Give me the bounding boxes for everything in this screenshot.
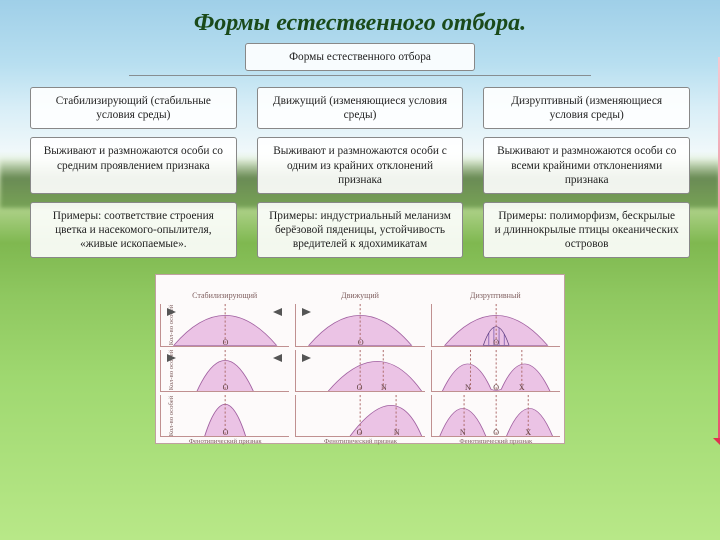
marker-n: N <box>460 428 466 437</box>
survive-box-stabilizing: Выживают и размножаются особи со средним… <box>30 137 237 193</box>
x-axis-label: Фенотипический признак <box>161 438 289 445</box>
chart-cell-r1c2: O <box>295 304 424 346</box>
marker-o: O <box>358 338 364 347</box>
type-box-directional: Движущий (изменяющиеся условия среды) <box>257 87 464 129</box>
marker-o: O <box>357 428 363 437</box>
pressure-arrow-icon <box>273 308 283 316</box>
type-box-stabilizing: Стабилизирующий (стабильные условия сред… <box>30 87 237 129</box>
chart-col-head-0: Стабилизирующий <box>160 289 289 301</box>
chart-cell-r2c3: N O X <box>431 350 560 392</box>
marker-x: X <box>519 383 525 392</box>
marker-o: O <box>357 383 363 392</box>
chart-cell-r2c1: Кол-во особей O <box>160 350 289 392</box>
chart-cell-r2c2: O N <box>295 350 424 392</box>
row-survive: Выживают и размножаются особи со средним… <box>30 137 690 193</box>
connector-line <box>129 75 591 83</box>
pressure-arrow-icon <box>302 308 312 316</box>
row-examples: Примеры: соответствие строения цветка и … <box>30 202 690 258</box>
survive-box-disruptive: Выживают и размножаются особи со всеми к… <box>483 137 690 193</box>
examples-box-directional: Примеры: индустриальный меланизм берёзов… <box>257 202 464 258</box>
type-box-disruptive: Дизруптивный (изменяющиеся условия среды… <box>483 87 690 129</box>
chart-cell-r3c1: Кол-во особей Фенотипический признак O <box>160 395 289 437</box>
x-axis-label: Фенотипический признак <box>296 438 424 445</box>
x-axis-label: Фенотипический признак <box>432 438 560 445</box>
root-box: Формы естественного отбора <box>245 43 475 71</box>
marker-o: O <box>493 338 499 347</box>
marker-o: O <box>223 383 229 392</box>
marker-n: N <box>381 383 387 392</box>
marker-o: O <box>223 338 229 347</box>
marker-o: O <box>493 428 499 437</box>
chart-col-head-2: Дизруптивный <box>431 289 560 301</box>
slide-title: Формы естественного отбора. <box>0 0 720 43</box>
examples-box-stabilizing: Примеры: соответствие строения цветка и … <box>30 202 237 258</box>
row-types: Стабилизирующий (стабильные условия сред… <box>30 87 690 129</box>
chart-cell-r3c2: Фенотипический признак O N <box>295 395 424 437</box>
marker-n: N <box>465 383 471 392</box>
survive-box-directional: Выживают и размножаются особи с одним из… <box>257 137 464 193</box>
marker-o: O <box>493 383 499 392</box>
marker-n: N <box>394 428 400 437</box>
chart-cell-r1c1: Кол-во особей O <box>160 304 289 346</box>
chart-cell-r3c3: Фенотипический признак N O X <box>431 395 560 437</box>
pressure-arrow-icon <box>167 308 177 316</box>
distribution-chart-grid: Стабилизирующий Движущий Дизруптивный Ко… <box>155 274 565 444</box>
pressure-arrow-icon <box>273 354 283 362</box>
marker-x: X <box>525 428 531 437</box>
chart-cell-r1c3: O <box>431 304 560 346</box>
pressure-arrow-icon <box>167 354 177 362</box>
marker-o: O <box>223 428 229 437</box>
chart-col-head-1: Движущий <box>295 289 424 301</box>
examples-box-disruptive: Примеры: полиморфизм, бескрылые и длинно… <box>483 202 690 258</box>
pressure-arrow-icon <box>302 354 312 362</box>
hierarchy-diagram: Формы естественного отбора Стабилизирующ… <box>0 43 720 444</box>
